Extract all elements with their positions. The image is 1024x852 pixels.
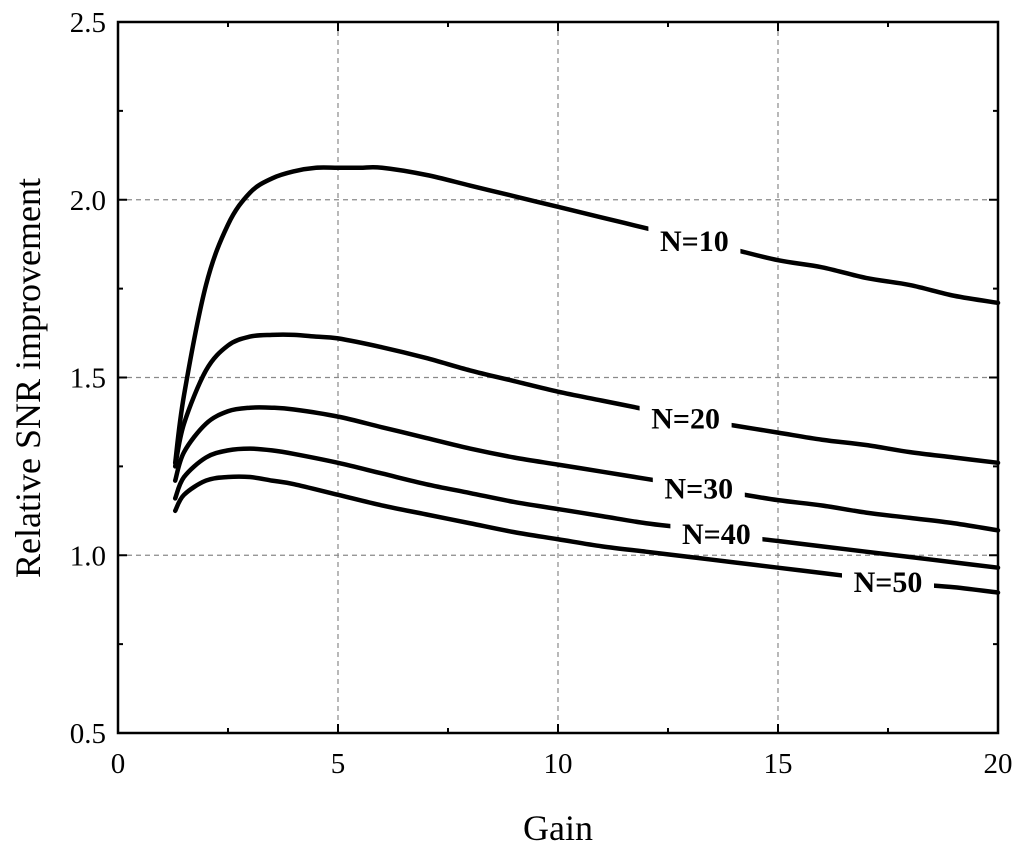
series-label-bg bbox=[670, 517, 763, 548]
y-tick-labels: 0.5 1.0 1.5 2.0 2.5 bbox=[70, 7, 106, 750]
y-axis-title: Relative SNR improvement bbox=[8, 178, 48, 578]
x-tick-label: 20 bbox=[984, 748, 1013, 780]
x-tick-labels: 0 5 10 15 20 bbox=[111, 748, 1013, 780]
series-labels: N=10 N=20 N=30 N=40 N=50 bbox=[639, 224, 934, 599]
series-label-bg bbox=[652, 472, 745, 503]
x-tick-label: 0 bbox=[111, 748, 126, 780]
series-line-n-20 bbox=[172, 332, 1001, 469]
series-label: N=20 bbox=[651, 402, 720, 435]
y-tick-label: 0.5 bbox=[70, 718, 106, 750]
series-label-bg bbox=[648, 224, 741, 255]
series-line-n-30 bbox=[172, 405, 1001, 533]
x-tick-label: 5 bbox=[331, 748, 346, 780]
series-label: N=30 bbox=[664, 472, 733, 505]
y-tick-label: 2.0 bbox=[70, 185, 106, 217]
series-label-bg bbox=[639, 402, 732, 433]
y-tick-label: 1.5 bbox=[70, 363, 106, 395]
series-line-n-50 bbox=[172, 474, 1001, 595]
series-lines bbox=[172, 164, 1001, 595]
series-label: N=10 bbox=[660, 225, 729, 258]
series-label: N=50 bbox=[854, 566, 923, 599]
axis-ticks bbox=[117, 21, 999, 734]
series-line-n-10 bbox=[172, 164, 1001, 466]
grid bbox=[118, 22, 998, 733]
y-tick-label: 2.5 bbox=[70, 7, 106, 39]
y-tick-label: 1.0 bbox=[70, 540, 106, 572]
series-label: N=40 bbox=[682, 518, 751, 551]
x-axis-title: Gain bbox=[523, 808, 593, 848]
series-label-bg bbox=[842, 566, 934, 597]
x-tick-label: 10 bbox=[544, 748, 573, 780]
x-tick-label: 15 bbox=[764, 748, 793, 780]
series-line-n-40 bbox=[172, 446, 1001, 570]
